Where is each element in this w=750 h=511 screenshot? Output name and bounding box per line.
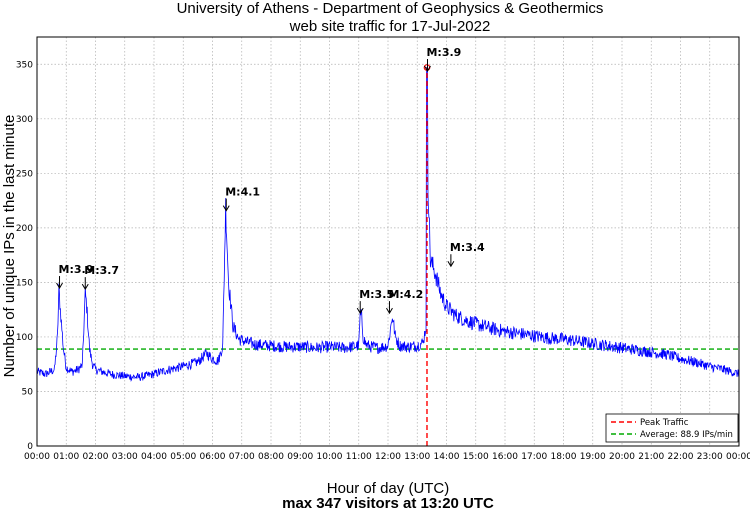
traffic-series-group: [36, 67, 740, 382]
legend-box: [605, 413, 739, 443]
earthquake-annotations: M:3.9M:3.7M:4.1M:3.5M:4.2M:3.9M:3.4: [56, 46, 485, 315]
x-tick-label: 06:00: [200, 452, 226, 462]
legend: Peak Traffic Average: 88.9 IPs/min: [605, 413, 739, 443]
quake-arrow-head: [56, 282, 63, 290]
x-tick-label: 01:00: [53, 452, 79, 462]
quake-label: M:4.1: [225, 186, 260, 199]
y-tick-label: 300: [16, 115, 33, 125]
y-axis-label: Number of unique IPs in the last minute: [1, 115, 18, 378]
x-tick-label: 07:00: [229, 452, 255, 462]
y-tick-label: 100: [16, 333, 33, 343]
x-tick-label: 15:00: [463, 452, 489, 462]
y-tick-label: 0: [27, 442, 33, 452]
quake-arrow-head: [222, 205, 230, 212]
x-tick-label: 12:00: [375, 452, 401, 462]
quake-label: M:3.5: [359, 288, 394, 301]
y-axis-ticks: 0 50 100 150 200 250 300 350: [16, 60, 33, 452]
quake-label: M:3.9: [59, 263, 94, 276]
x-tick-label: 08:00: [258, 452, 284, 462]
x-tick-label: 22:00: [668, 452, 694, 462]
quake-arrow-head: [447, 260, 455, 268]
grid-lines: [36, 37, 740, 447]
quake-label: M:3.4: [450, 241, 485, 254]
x-tick-label: 17:00: [521, 452, 547, 462]
x-tick-label: 02:00: [83, 452, 109, 462]
legend-peak-label: Peak Traffic: [640, 418, 689, 428]
y-tick-label: 50: [22, 387, 34, 397]
x-tick-label: 04:00: [141, 452, 167, 462]
plot-frame: [36, 36, 740, 447]
y-tick-label: 350: [16, 60, 33, 70]
x-axis-label: Hour of day (UTC): [327, 480, 450, 497]
chart-title: University of Athens - Department of Geo…: [177, 0, 604, 17]
x-tick-label: 19:00: [580, 452, 606, 462]
legend-average-label: Average: 88.9 IPs/min: [640, 430, 733, 440]
traffic-line: [36, 67, 740, 382]
x-tick-label: 00:00: [726, 452, 750, 462]
x-tick-label: 13:00: [404, 452, 430, 462]
x-tick-label: 11:00: [346, 452, 372, 462]
x-tick-label: 05:00: [170, 452, 196, 462]
x-axis-ticks: 00:00 01:00 02:00 03:00 04:00 05:00 06:00 07:00…: [24, 452, 750, 462]
x-tick-label: 18:00: [551, 452, 577, 462]
quake-arrow-head: [386, 307, 393, 315]
y-tick-label: 150: [16, 278, 33, 288]
peak-group: [423, 64, 431, 446]
x-tick-label: 16:00: [492, 452, 518, 462]
quake-label: M:3.9: [426, 46, 461, 59]
x-tick-label: 03:00: [112, 452, 138, 462]
x-tick-label: 09:00: [287, 452, 313, 462]
quake-arrow-head: [81, 283, 89, 291]
quake-arrow-head: [356, 307, 364, 315]
x-tick-label: 14:00: [434, 452, 460, 462]
y-tick-label: 200: [16, 224, 33, 234]
x-tick-label: 23:00: [697, 452, 723, 462]
chart-subtitle: web site traffic for 17-Jul-2022: [289, 18, 491, 35]
quake-label: M:4.2: [388, 288, 423, 301]
chart-footer: max 347 visitors at 13:20 UTC: [282, 495, 494, 511]
x-tick-label: 00:00: [24, 452, 50, 462]
x-tick-label: 10:00: [317, 452, 343, 462]
quake-label: M:3.7: [84, 264, 119, 277]
x-tick-label: 20:00: [609, 452, 635, 462]
quake-arrow-head: [424, 65, 431, 72]
x-tick-label: 21:00: [638, 452, 664, 462]
y-tick-label: 250: [16, 169, 33, 179]
